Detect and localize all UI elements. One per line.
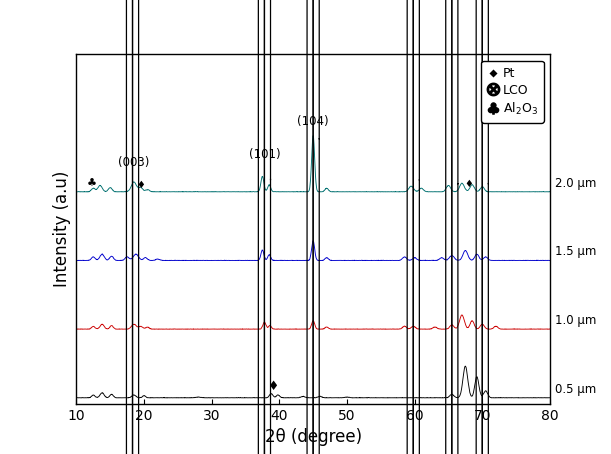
Text: ♦: ♦ — [464, 179, 473, 189]
Text: ♦: ♦ — [268, 380, 279, 393]
Text: ♦: ♦ — [136, 180, 145, 190]
Text: ♣: ♣ — [87, 179, 97, 189]
Text: 1.0 μm: 1.0 μm — [555, 314, 597, 327]
Text: 0.5 μm: 0.5 μm — [555, 383, 596, 395]
Text: (101): (101) — [249, 148, 280, 161]
Text: 2.0 μm: 2.0 μm — [555, 177, 597, 190]
Text: (003): (003) — [118, 156, 150, 169]
X-axis label: 2θ (degree): 2θ (degree) — [265, 429, 362, 446]
Y-axis label: Intensity (a.u): Intensity (a.u) — [53, 171, 71, 287]
Text: 1.5 μm: 1.5 μm — [555, 245, 597, 258]
Text: (104): (104) — [298, 115, 329, 128]
Legend: Pt, LCO, Al$_2$O$_3$: Pt, LCO, Al$_2$O$_3$ — [481, 61, 544, 123]
